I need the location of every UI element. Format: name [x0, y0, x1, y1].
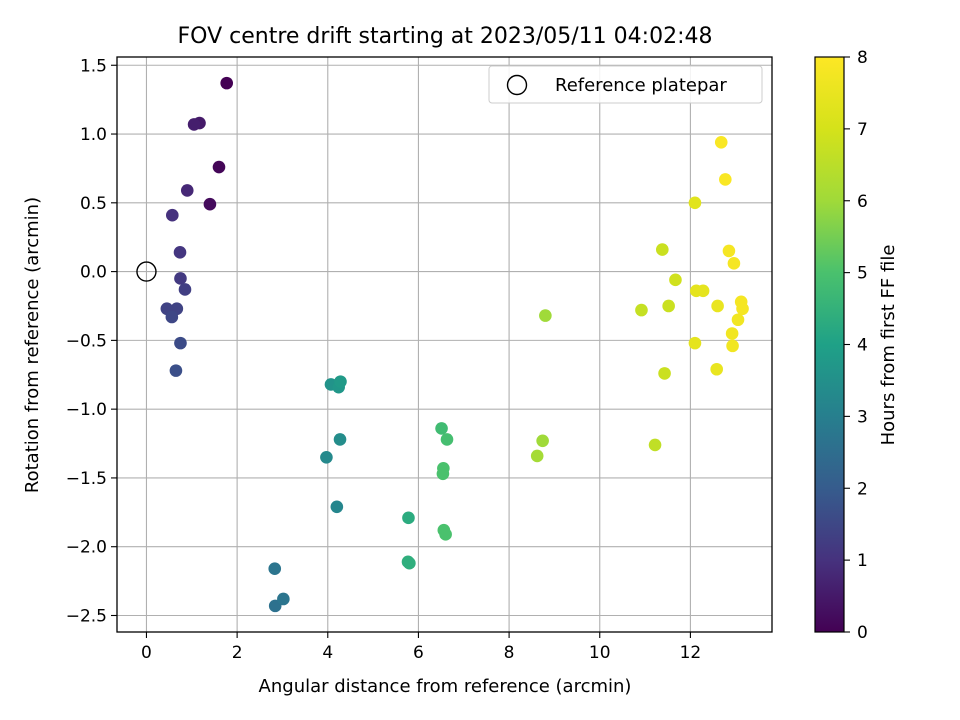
data-point	[696, 284, 710, 298]
y-tick-label: −1.5	[66, 469, 107, 489]
data-point	[635, 303, 648, 317]
data-point	[436, 467, 450, 481]
x-axis-ticks: 0 2 4 6 8 10 12	[141, 632, 701, 663]
data-point	[165, 310, 179, 324]
legend-reference-marker	[506, 74, 528, 96]
data-point	[180, 184, 194, 197]
data-point	[174, 272, 187, 285]
y-axis-label: Rotation from reference (arcmin)	[22, 197, 43, 493]
data-point	[402, 511, 415, 525]
chart-title: FOV centre drift starting at 2023/05/11 …	[178, 24, 713, 49]
data-point	[727, 257, 741, 270]
data-point	[530, 449, 544, 463]
data-points	[160, 76, 749, 613]
data-point	[688, 336, 702, 350]
data-point	[333, 433, 347, 446]
data-point	[203, 197, 217, 211]
x-tick-label: 6	[413, 643, 424, 663]
data-point	[330, 500, 344, 514]
colorbar-label: Hours from first FF file	[878, 245, 899, 446]
data-point	[648, 438, 662, 452]
data-point	[536, 434, 549, 448]
data-point	[212, 160, 226, 174]
data-point	[169, 364, 183, 377]
legend: Reference platepar	[488, 65, 763, 104]
colorbar-tick-label: 3	[857, 407, 868, 427]
y-tick-label: 0.5	[80, 194, 107, 214]
x-tick-label: 4	[322, 643, 333, 663]
data-point	[440, 433, 454, 446]
grid-lines	[117, 57, 772, 632]
legend-label: Reference platepar	[555, 75, 727, 96]
legend-box	[488, 65, 763, 104]
data-point	[725, 327, 739, 340]
data-point	[714, 135, 728, 149]
data-point	[435, 422, 448, 435]
data-point	[334, 375, 347, 388]
y-tick-label: −2.0	[66, 538, 107, 558]
data-point	[539, 309, 552, 322]
data-point	[711, 299, 724, 313]
colorbar-tick-label: 7	[857, 120, 868, 140]
data-point	[268, 562, 282, 576]
colorbar-tick-label: 8	[857, 48, 868, 68]
x-tick-label: 10	[589, 643, 611, 663]
y-tick-label: 0.0	[80, 263, 107, 283]
data-point	[656, 243, 669, 256]
data-point	[731, 313, 745, 327]
data-point	[662, 299, 675, 313]
data-point	[688, 196, 702, 210]
plot-frame	[116, 56, 773, 633]
data-point	[277, 592, 290, 606]
data-point	[719, 173, 732, 186]
data-point	[403, 556, 416, 570]
y-axis-ticks: −2.5 −2.0 −1.5 −1.0 −0.5 0.0 0.5 1.0 1.5	[66, 56, 117, 626]
data-point	[726, 339, 739, 353]
y-tick-label: 1.5	[80, 56, 107, 76]
colorbar-tick-label: 4	[857, 336, 868, 356]
reference-marker-layer	[136, 261, 157, 282]
colorbar: 0 1 2 3 4 5 6 7 8 Hours from first FF file	[814, 48, 899, 643]
x-tick-label: 0	[141, 643, 152, 663]
data-point	[439, 528, 452, 541]
y-tick-label: 1.0	[80, 125, 107, 145]
x-tick-label: 2	[232, 643, 243, 663]
data-point	[173, 246, 187, 259]
colorbar-tick-label: 1	[857, 551, 868, 571]
data-point	[658, 367, 671, 380]
data-point	[174, 336, 187, 350]
y-tick-label: −2.5	[66, 606, 107, 626]
data-point	[736, 302, 749, 316]
data-point	[166, 208, 179, 222]
colorbar-tick-label: 0	[857, 623, 868, 643]
y-tick-label: −0.5	[66, 331, 107, 351]
x-tick-label: 12	[680, 643, 702, 663]
colorbar-ticks: 0 1 2 3 4 5 6 7 8	[844, 48, 868, 643]
colorbar-tick-label: 6	[857, 192, 868, 212]
y-tick-label: −1.0	[66, 400, 107, 420]
data-point	[187, 118, 201, 131]
data-point	[220, 76, 233, 90]
data-point	[669, 273, 682, 287]
colorbar-tick-label: 2	[857, 479, 868, 499]
x-tick-label: 8	[504, 643, 515, 663]
data-point	[710, 362, 723, 376]
data-point	[722, 244, 736, 258]
colorbar-tick-label: 5	[857, 264, 868, 284]
reference-point	[136, 261, 157, 282]
data-point	[320, 450, 333, 464]
colorbar-gradient	[814, 56, 845, 633]
data-point	[178, 283, 192, 296]
x-axis-label: Angular distance from reference (arcmin)	[259, 676, 632, 697]
